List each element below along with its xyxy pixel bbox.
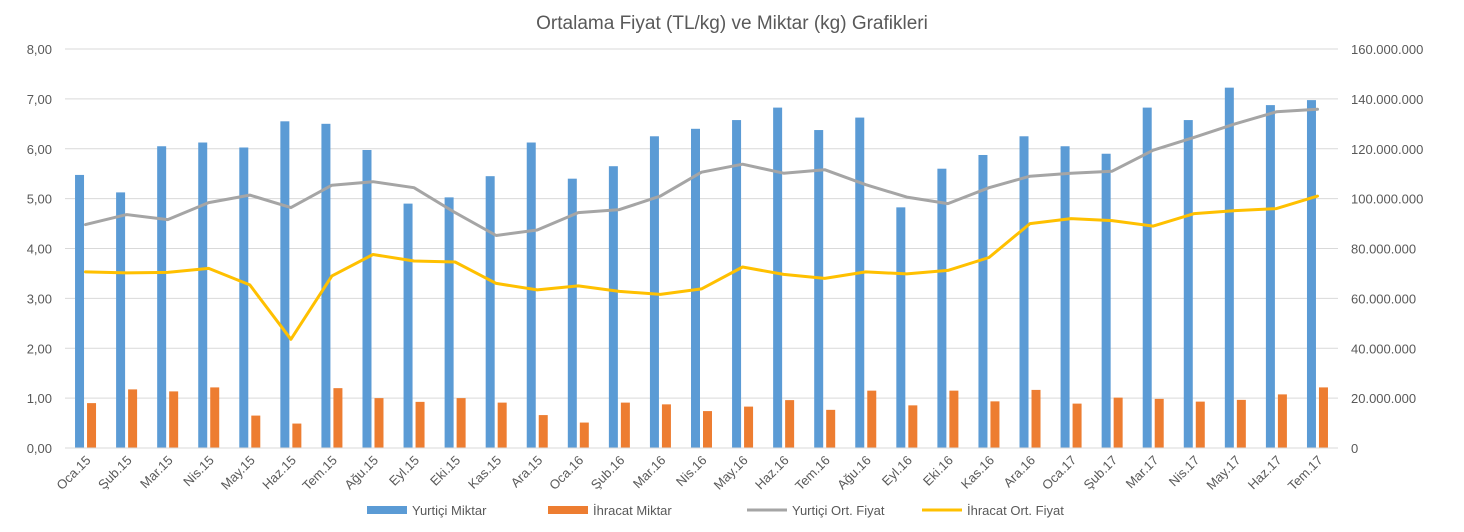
bar [1101, 153, 1111, 449]
bar [415, 401, 425, 448]
bar [990, 401, 1000, 448]
bar [362, 149, 372, 448]
bar [567, 178, 577, 449]
bar-series-group [87, 387, 1328, 448]
right-axis-tick-label: 140.000.000 [1351, 92, 1423, 107]
left-axis-tick-label: 4,00 [27, 242, 52, 257]
bar [75, 174, 85, 448]
bar [198, 142, 208, 448]
bar [1113, 397, 1123, 448]
bar [867, 390, 877, 448]
legend: Yurtiçi Miktar İhracat Miktar Yurtiçi Ort.… [367, 503, 1064, 518]
right-axis-tick-label: 40.000.000 [1351, 341, 1416, 356]
bar [896, 207, 906, 448]
legend-swatch [548, 506, 588, 514]
left-axis-tick-label: 5,00 [27, 192, 52, 207]
bar [1236, 399, 1246, 448]
bar [1031, 389, 1041, 448]
gridlines [65, 48, 1338, 449]
bar [444, 197, 454, 448]
bar [1183, 120, 1193, 449]
bar [251, 415, 261, 448]
bar [333, 388, 343, 448]
bar [497, 402, 507, 448]
bar [485, 176, 495, 448]
bar [649, 136, 659, 448]
right-axis-tick-label: 20.000.000 [1351, 391, 1416, 406]
left-axis-tick-label: 8,00 [27, 42, 52, 57]
bar [292, 423, 302, 448]
right-axis-tick-label: 100.000.000 [1351, 192, 1423, 207]
bar [949, 390, 959, 448]
legend-label: Yurtiçi Ort. Fiyat [792, 503, 885, 518]
bar [280, 121, 290, 448]
left-axis-tick-label: 3,00 [27, 291, 52, 306]
legend-label: İhracat Miktar [593, 503, 672, 518]
bar [538, 415, 548, 448]
legend-swatch [367, 506, 407, 514]
bar [1072, 403, 1082, 448]
bar [157, 146, 167, 448]
bar [456, 398, 466, 448]
bar [239, 147, 249, 449]
right-axis-tick-label: 160.000.000 [1351, 42, 1423, 57]
bar [1019, 136, 1029, 448]
bar [403, 203, 413, 448]
series-line [84, 194, 1319, 341]
bar [579, 422, 589, 448]
right-axis: 0 20.000.000 40.000.000 60.000.000 80.000.00… [1351, 42, 1423, 456]
bar [826, 409, 836, 448]
bar [1306, 100, 1316, 448]
left-axis: 0,00 1,00 2,00 3,00 4,00 5,00 6,00 7,00 8,00 [27, 42, 52, 456]
bar [908, 405, 918, 448]
left-axis-tick-label: 7,00 [27, 92, 52, 107]
bar [785, 400, 795, 448]
bar [1224, 87, 1234, 448]
bar [773, 107, 783, 449]
bar [855, 117, 865, 448]
bar [978, 154, 988, 448]
left-axis-tick-label: 1,00 [27, 391, 52, 406]
bar [116, 192, 126, 448]
bar [1060, 146, 1070, 448]
bar [374, 398, 384, 448]
bar [608, 166, 618, 449]
right-axis-tick-label: 80.000.000 [1351, 242, 1416, 257]
bar [128, 389, 138, 448]
bar [1318, 387, 1328, 448]
bar [1154, 398, 1164, 448]
left-axis-tick-label: 0,00 [27, 441, 52, 456]
legend-label: İhracat Ort. Fiyat [967, 503, 1064, 518]
bar [620, 402, 630, 448]
bar [661, 404, 671, 448]
bar [169, 391, 179, 448]
chart-title: Ortalama Fiyat (TL/kg) ve Miktar (kg) Gr… [536, 13, 928, 34]
bar [210, 387, 220, 448]
bar [814, 130, 824, 448]
bar [937, 168, 947, 448]
right-axis-tick-label: 120.000.000 [1351, 142, 1423, 157]
bar [1265, 105, 1275, 448]
bar [1277, 394, 1287, 448]
bar [526, 142, 536, 448]
right-axis-tick-label: 60.000.000 [1351, 291, 1416, 306]
line-series [84, 107, 1319, 341]
bar [744, 406, 754, 448]
legend-label: Yurtiçi Miktar [412, 503, 487, 518]
left-axis-tick-label: 2,00 [27, 341, 52, 356]
bar [1142, 107, 1152, 449]
bar [1195, 401, 1205, 448]
right-axis-tick-label: 0 [1351, 441, 1358, 456]
bar [87, 403, 97, 448]
bar [732, 120, 742, 449]
bar [703, 411, 712, 448]
series-line [84, 107, 1319, 237]
left-axis-tick-label: 6,00 [27, 142, 52, 157]
